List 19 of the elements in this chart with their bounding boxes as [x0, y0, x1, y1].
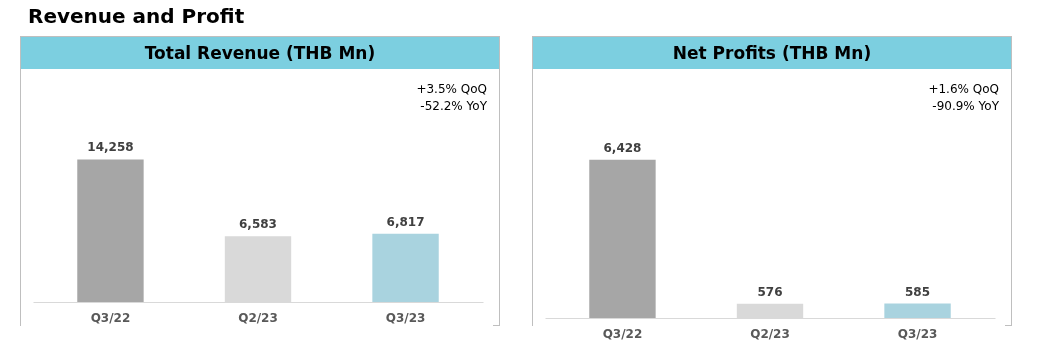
x-tick-label: Q2/23 [750, 326, 790, 341]
text: -90.9% YoY [931, 98, 999, 115]
chart-subtitle: Net Profits (THB Mn) [533, 37, 1011, 69]
x-tick-label: Q3/23 [897, 326, 938, 341]
x-tick-label: Q3/23 [385, 310, 426, 325]
x-tick-label: Q2/23 [238, 310, 278, 325]
data-label: 6,583 [239, 217, 277, 232]
data-label: 6,428 [603, 140, 642, 155]
data-label: 585 [905, 284, 931, 299]
data-label: 14,258 [87, 140, 134, 155]
text: +1.6% QoQ [928, 81, 999, 98]
text: +3.5% QoQ [416, 81, 487, 98]
text: -52.2% YoY [419, 98, 487, 115]
data-label: 6,817 [386, 214, 425, 229]
chart-title: Revenue and Profit [28, 4, 245, 28]
x-tick-label: Q3/22 [602, 326, 643, 341]
data-label: 576 [757, 284, 783, 299]
x-tick-label: Q3/22 [90, 310, 131, 325]
chart-subtitle: Total Revenue (THB Mn) [21, 37, 499, 69]
